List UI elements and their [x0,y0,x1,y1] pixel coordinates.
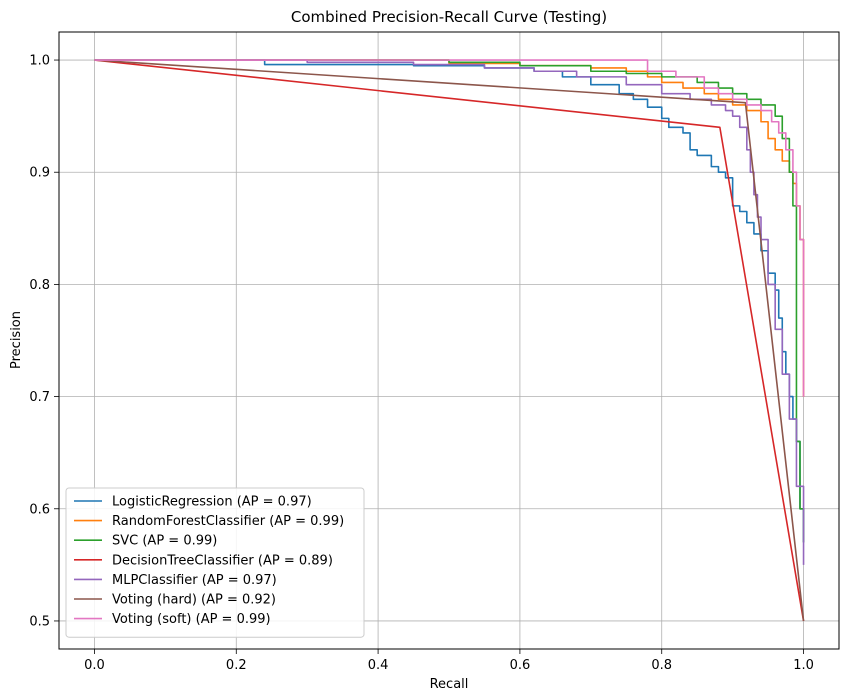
y-tick-label: 0.9 [29,166,50,181]
x-axis-ticks: 0.0 0.2 0.4 0.6 0.8 1.0 [84,649,814,673]
x-tick-label: 0.6 [510,658,531,673]
plot-frame [58,31,840,650]
y-tick-label: 0.6 [29,502,50,517]
y-axis-ticks: 0.5 0.6 0.7 0.8 0.9 1.0 [29,54,59,629]
legend-entry-1: RandomForestClassifier (AP = 0.99) [112,514,344,529]
legend-entry-2: SVC (AP = 0.99) [112,534,217,549]
legend-entry-3: DecisionTreeClassifier (AP = 0.89) [112,553,333,568]
x-tick-label: 0.2 [226,658,247,673]
series-line-4 [94,59,805,565]
legend-box [65,487,365,638]
y-tick-label: 0.5 [29,614,50,629]
x-tick-label: 1.0 [793,658,814,673]
series-line-5 [94,59,805,622]
y-tick-label: 0.7 [29,390,50,405]
y-tick-label: 0.8 [29,278,50,293]
x-tick-label: 0.8 [651,658,672,673]
legend-entry-6: Voting (soft) (AP = 0.99) [112,612,271,627]
y-tick-label: 1.0 [29,54,50,69]
series-line-6 [94,59,805,397]
x-tick-label: 0.0 [84,658,105,673]
series-lines [94,59,805,622]
chart-title: Combined Precision-Recall Curve (Testing… [291,8,607,26]
y-axis-label: Precision [9,311,24,369]
x-axis-label: Recall [430,677,469,692]
legend-entry-4: MLPClassifier (AP = 0.97) [112,573,277,588]
series-line-2 [94,59,805,543]
series-line-3 [94,59,805,622]
x-tick-label: 0.4 [368,658,389,673]
legend: LogisticRegression (AP = 0.97) RandomFore… [65,487,365,638]
legend-entry-0: LogisticRegression (AP = 0.97) [112,495,312,510]
legend-entry-5: Voting (hard) (AP = 0.92) [112,593,276,608]
